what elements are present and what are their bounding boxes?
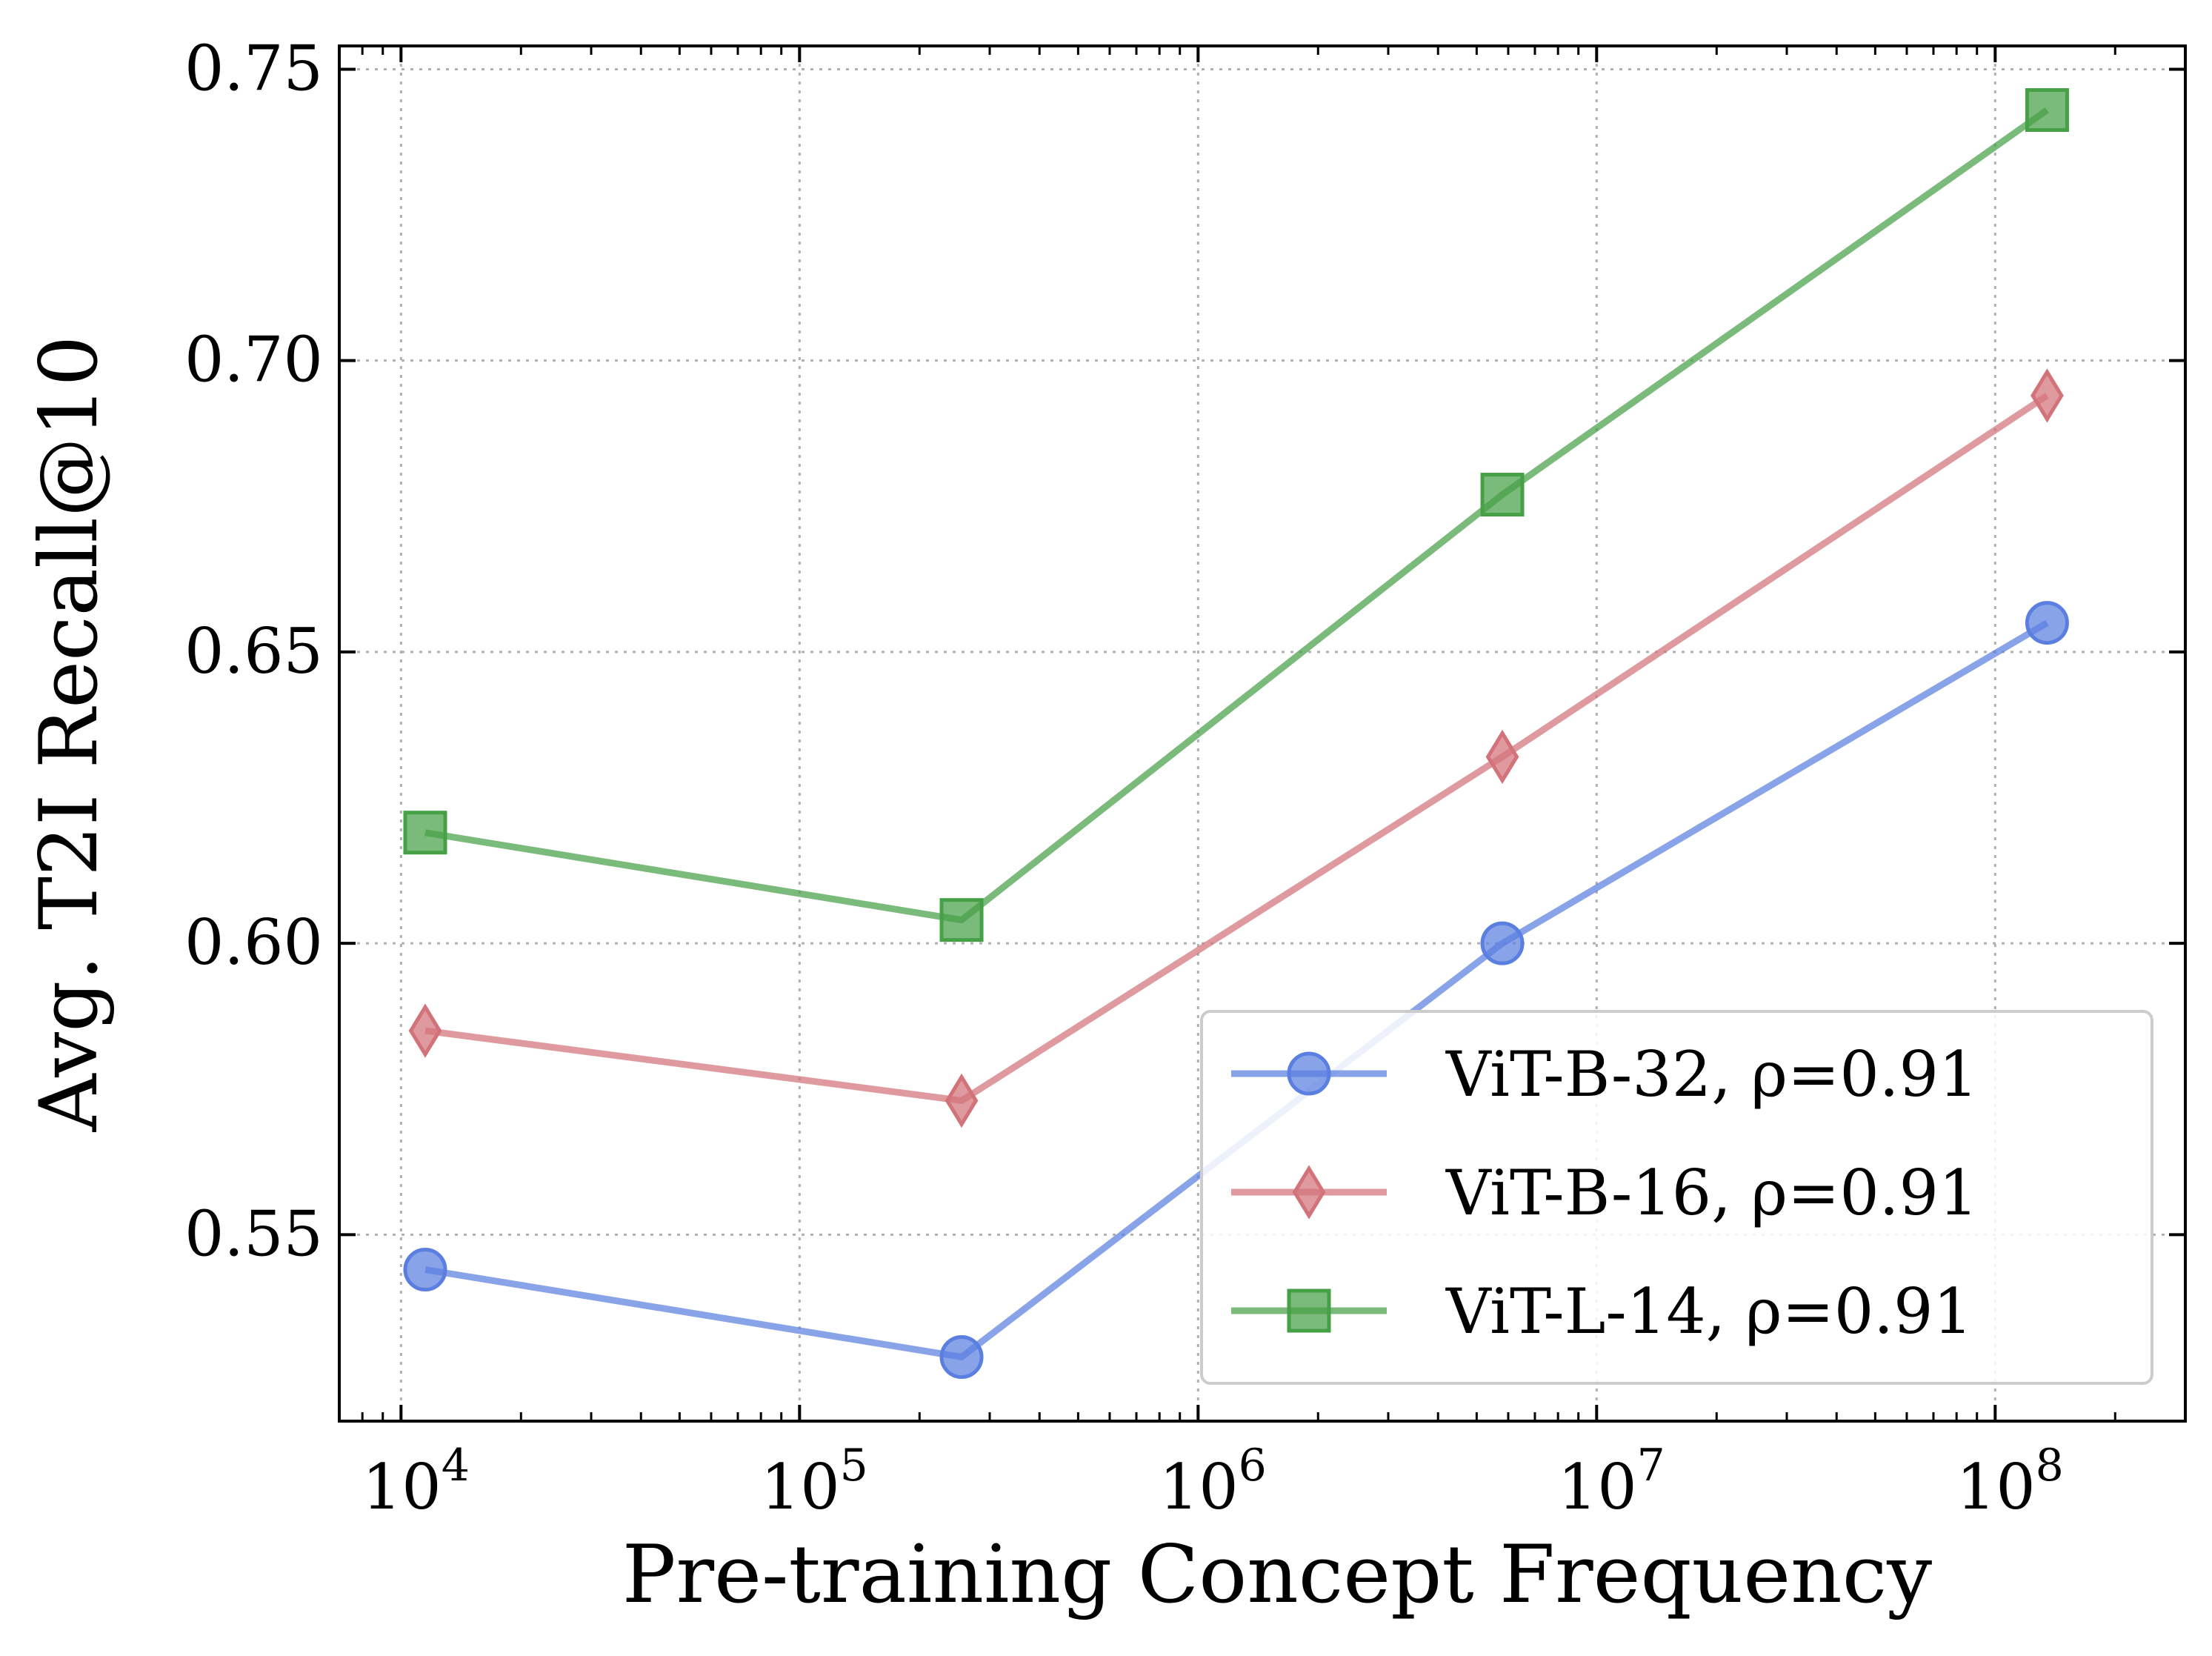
data-point-series-1 [1480,921,1525,965]
legend-marker-3 [1287,1288,1331,1333]
axis-ticks [338,46,2187,1421]
data-point-series-3 [939,898,984,942]
legend-entry-3: ViT-L-14, ρ=0.91 [1445,1275,1973,1348]
plot-frame [338,44,2187,1423]
legend-box [1200,1010,2153,1385]
legend-entry-2: ViT-B-16, ρ=0.91 [1445,1157,1978,1229]
x-tick-label: 105 [761,1440,868,1523]
series-line-2 [424,393,2049,1104]
data-point-series-2 [2031,368,2064,423]
y-tick-label: 0.65 [184,615,323,688]
series-line-3 [424,107,2050,924]
legend-entry-1: ViT-B-32, ρ=0.91 [1445,1038,1978,1111]
x-tick-label: 107 [1558,1440,1665,1523]
data-point-series-2 [945,1073,979,1128]
legend: ViT-B-32, ρ=0.91 ViT-B-16, ρ=0.91 ViT-L-14… [1200,1010,2153,1385]
data-point-series-1 [939,1334,984,1379]
y-tick-label: 0.55 [184,1197,323,1270]
tick-labels: 104 105 106 107 108 0.55 0.60 0.65 0.70 0.75 [184,32,2064,1523]
data-point-series-3 [1480,473,1525,517]
legend-marker-1 [1287,1051,1331,1096]
x-tick-label: 104 [362,1440,470,1523]
y-tick-label: 0.75 [184,32,323,104]
y-tick-label: 0.70 [184,324,323,396]
x-axis-label: Pre-training Concept Frequency [622,1529,1932,1621]
data-point-series-1 [2025,601,2069,645]
data-point-series-1 [403,1248,447,1292]
data-point-series-3 [403,811,447,855]
y-axis-label: Avg. T2I Recall@10 [23,336,116,1133]
legend-marker-2 [1292,1165,1326,1220]
series-markers [403,88,2069,1379]
y-tick-label: 0.60 [184,906,323,979]
x-tick-label: 108 [1956,1440,2064,1523]
data-point-series-2 [1485,729,1519,785]
x-tick-label: 106 [1159,1440,1267,1523]
data-point-series-2 [408,1003,442,1058]
data-point-series-3 [2025,88,2069,133]
